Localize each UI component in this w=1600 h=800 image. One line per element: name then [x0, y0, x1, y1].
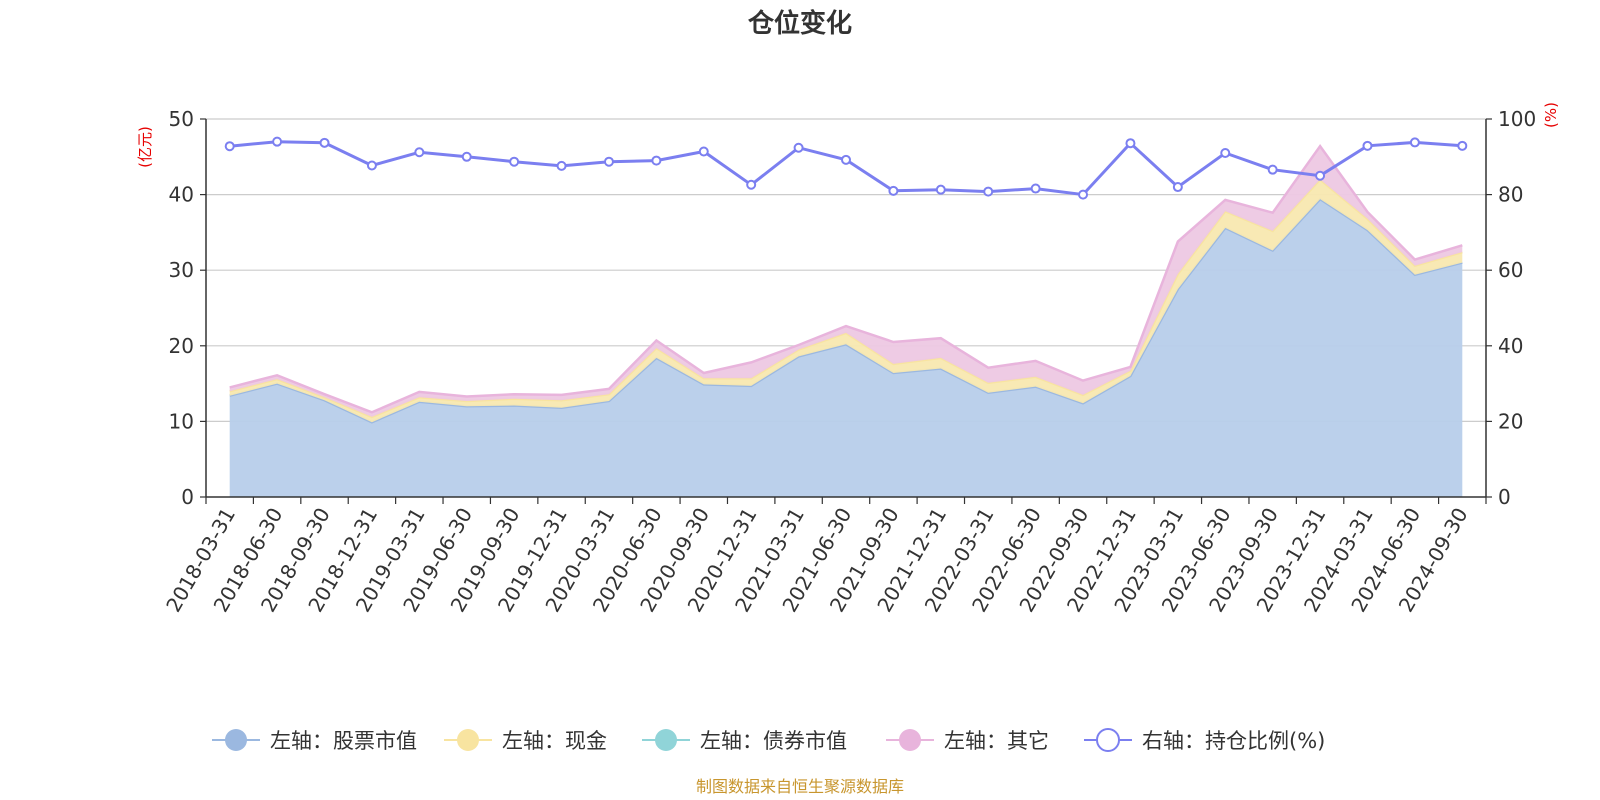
left-axis-tick-label: 0 [181, 485, 194, 509]
ratio-line-point [983, 186, 994, 197]
right-axis-tick-label: 80 [1498, 183, 1523, 207]
position-ratio-line [224, 136, 1468, 200]
ratio-line-point [1267, 164, 1278, 175]
legend-label: 左轴：其它 [944, 729, 1049, 753]
ratio-line-point [1315, 170, 1326, 181]
legend-label: 右轴：持仓比例(%) [1142, 729, 1325, 753]
legend-item: 右轴：持仓比例(%) [1084, 728, 1325, 753]
ratio-line-point [509, 156, 520, 167]
left-axis-tick-label: 50 [169, 107, 194, 131]
right-axis-tick-label: 60 [1498, 258, 1523, 282]
legend-label: 左轴：股票市值 [270, 729, 417, 753]
left-axis-tick-label: 10 [169, 409, 194, 433]
legend-marker-dot [1096, 728, 1120, 752]
ratio-line-point [793, 142, 804, 153]
right-axis-tick-label: 0 [1498, 485, 1511, 509]
ratio-line-point [746, 179, 757, 190]
ratio-line-point [1172, 182, 1183, 193]
stacked-areas [229, 144, 1463, 497]
chart-title: 仓位变化 [747, 8, 852, 39]
ratio-line-point [1409, 137, 1420, 148]
legend-marker-dot [457, 729, 479, 751]
right-axis-tick-label: 100 [1498, 107, 1536, 131]
left-axis-tick-label: 40 [169, 183, 194, 207]
legend-item: 左轴：现金 [444, 729, 607, 753]
left-axis-tick-label: 20 [169, 334, 194, 358]
left-axis-tick-label: 30 [169, 258, 194, 282]
legend-item: 左轴：其它 [886, 729, 1049, 753]
ratio-line-point [1457, 140, 1468, 151]
ratio-line-point [651, 155, 662, 166]
right-axis-unit: (%) [1542, 102, 1560, 128]
ratio-line-point [1125, 138, 1136, 149]
legend-label: 左轴：现金 [502, 729, 607, 753]
legend-item: 左轴：债券市值 [642, 729, 847, 753]
ratio-line-point [935, 184, 946, 195]
legend-marker-dot [899, 729, 921, 751]
legend: 左轴：股票市值 左轴：现金 左轴：债券市值 左轴：其它 右轴：持仓比例(%) [212, 728, 1325, 753]
ratio-line-point [224, 141, 235, 152]
legend-label: 左轴：债券市值 [700, 729, 847, 753]
legend-marker-dot [655, 729, 677, 751]
ratio-line-point [366, 160, 377, 171]
left-axis-unit: (亿元) [136, 126, 154, 168]
ratio-line-point [603, 156, 614, 167]
ratio-line-point [888, 185, 899, 196]
ratio-line-point [272, 136, 283, 147]
ratio-line-point [414, 147, 425, 158]
ratio-line-point [1030, 183, 1041, 194]
ratio-line-point [1220, 148, 1231, 159]
area-series-0 [229, 199, 1463, 497]
ratio-line-point [556, 160, 567, 171]
ratio-line-point [1078, 189, 1089, 200]
ratio-line-point [841, 154, 851, 165]
area-series-1 [229, 179, 1463, 423]
ratio-line-point [319, 137, 330, 148]
legend-item: 左轴：股票市值 [212, 729, 417, 753]
right-axis-tick-label: 20 [1498, 409, 1523, 433]
right-axis-tick-label: 40 [1498, 334, 1523, 358]
ratio-line-point [1362, 140, 1373, 151]
area-series-edge-3 [229, 144, 1463, 414]
legend-marker-dot [225, 729, 247, 751]
data-source-footer: 制图数据来自恒生聚源数据库 [696, 777, 904, 796]
ratio-line-point [461, 151, 472, 162]
ratio-line-point [698, 146, 709, 157]
